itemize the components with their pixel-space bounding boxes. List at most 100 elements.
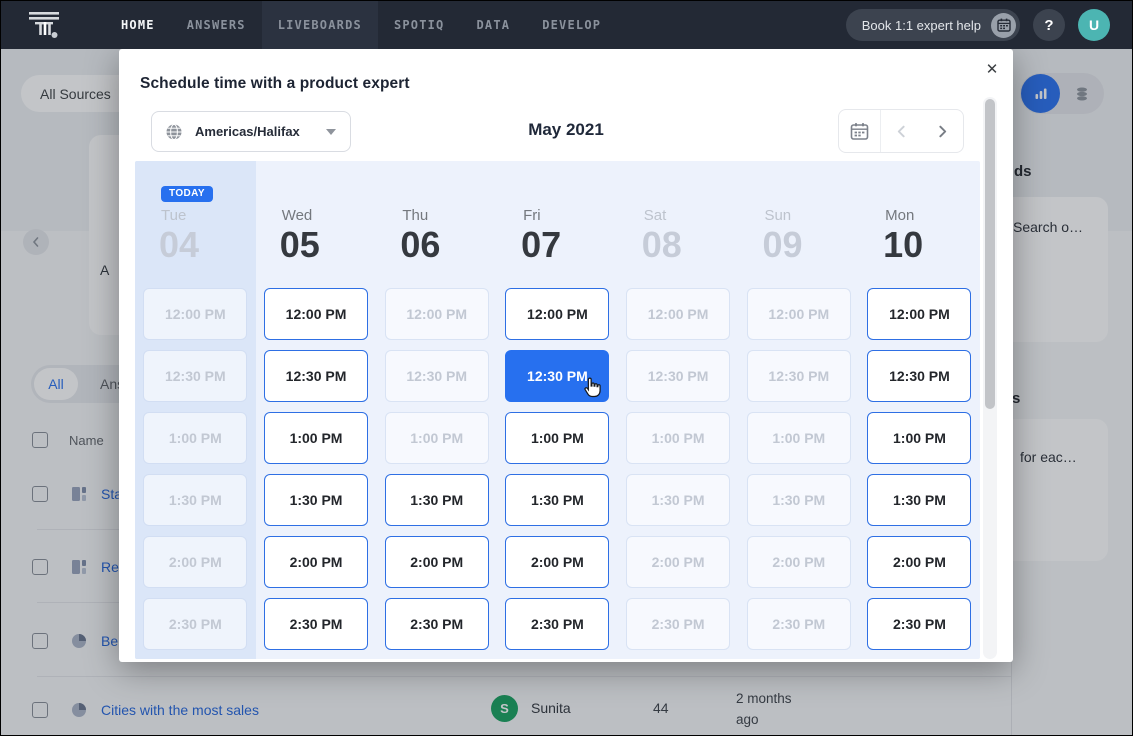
nav-item-spotiq[interactable]: SPOTIQ <box>393 18 445 32</box>
modal-scrollbar-track[interactable] <box>983 97 997 659</box>
time-slot-mon-1230pm[interactable]: 12:30 PM <box>867 350 972 402</box>
day-number: 09 <box>762 224 803 265</box>
time-slot-wed-1200pm[interactable]: 12:00 PM <box>264 288 369 340</box>
day-column-sun: Sun 09 12:00 PM 12:30 PM 1:00 PM 1:30 PM 2:00 … <box>738 161 859 659</box>
time-slot-sun-1200pm: 12:00 PM <box>746 288 851 340</box>
right-panel-card-2-text: for eac… <box>1020 449 1077 465</box>
liveboard-icon <box>71 486 87 502</box>
time-slot-wed-130pm[interactable]: 1:30 PM <box>264 474 369 526</box>
nav-item-home[interactable]: HOME <box>121 18 155 32</box>
close-icon[interactable]: ✕ <box>985 61 999 78</box>
row-link[interactable]: Sta <box>101 486 123 502</box>
day-number: 06 <box>400 224 441 265</box>
table-row: Be <box>1 629 118 653</box>
right-panel-card-text: Search o… <box>1013 219 1084 235</box>
carousel-card-text: A <box>100 262 110 278</box>
time-slot-mon-1200pm[interactable]: 12:00 PM <box>867 288 972 340</box>
time-slot-sat-1200pm: 12:00 PM <box>626 288 731 340</box>
time-slot-fri-1200pm[interactable]: 12:00 PM <box>505 288 610 340</box>
nav-item-develop[interactable]: DEVELOP <box>542 18 602 32</box>
tab-answers[interactable]: Ans <box>100 376 125 392</box>
nav-item-answers[interactable]: ANSWERS <box>186 18 246 32</box>
time-slot-mon-100pm[interactable]: 1:00 PM <box>867 412 972 464</box>
day-number: 05 <box>279 224 320 265</box>
calendar-nav-group <box>838 109 964 153</box>
day-number: 08 <box>641 224 682 265</box>
time-slot-fri-130pm[interactable]: 1:30 PM <box>505 474 610 526</box>
time-slot-thu-130pm[interactable]: 1:30 PM <box>384 474 489 526</box>
row-checkbox[interactable] <box>32 559 48 575</box>
day-number: 07 <box>521 224 562 265</box>
time-slot-fri-100pm[interactable]: 1:00 PM <box>505 412 610 464</box>
time-slot-sun-230pm: 2:30 PM <box>746 598 851 650</box>
time-slot-sat-100pm: 1:00 PM <box>626 412 731 464</box>
right-panel-heading: ds <box>1014 163 1032 180</box>
row-link[interactable]: Be <box>101 633 119 649</box>
time-slot-sat-1230pm: 12:30 PM <box>626 350 731 402</box>
modal-scrollbar-thumb[interactable] <box>985 99 995 409</box>
pie-chart-icon <box>71 702 87 718</box>
chart-view-toggle[interactable] <box>1021 74 1060 113</box>
select-all-checkbox[interactable] <box>32 432 48 448</box>
pie-chart-icon <box>71 633 87 649</box>
table-row-cities: Cities with the most sales S Sunita 44 2… <box>1 691 792 727</box>
row-link[interactable]: Cities with the most sales <box>101 702 259 718</box>
date-picker-button[interactable] <box>839 110 881 152</box>
day-name: Sat <box>643 207 667 224</box>
day-column-mon: Mon 10 12:00 PM 12:30 PM 1:00 PM 1:30 PM 2:00 … <box>859 161 980 659</box>
time-slot-wed-1230pm[interactable]: 12:30 PM <box>264 350 369 402</box>
chevron-down-icon <box>326 128 336 135</box>
nav-items: HOME ANSWERS LIVEBOARDS SPOTIQ DATA DEVELOP <box>105 1 617 49</box>
thoughtspot-logo <box>27 9 63 41</box>
top-nav: HOME ANSWERS LIVEBOARDS SPOTIQ DATA DEVELOP B… <box>1 1 1132 49</box>
time-slot-wed-230pm[interactable]: 2:30 PM <box>264 598 369 650</box>
timezone-value: Americas/Halifax <box>195 124 300 139</box>
time-slot-mon-130pm[interactable]: 1:30 PM <box>867 474 972 526</box>
day-column-thu: Thu 06 12:00 PM 12:30 PM 1:00 PM 1:30 PM 2:00 … <box>376 161 497 659</box>
day-name: Tue <box>161 207 187 224</box>
author-name: Sunita <box>531 700 571 716</box>
calendar-icon <box>991 12 1016 38</box>
time-slot-mon-230pm[interactable]: 2:30 PM <box>867 598 972 650</box>
time-slot-mon-200pm[interactable]: 2:00 PM <box>867 536 972 588</box>
view-toggle[interactable] <box>1020 73 1104 114</box>
nav-right: Book 1:1 expert help ? U <box>845 9 1132 41</box>
row-checkbox[interactable] <box>32 486 48 502</box>
right-panel-heading-2: s <box>1012 390 1021 407</box>
tab-all[interactable]: All <box>34 368 78 400</box>
time-slot-tue-230pm: 2:30 PM <box>143 598 248 650</box>
time-slot-wed-200pm[interactable]: 2:00 PM <box>264 536 369 588</box>
chevron-left-icon <box>32 237 39 247</box>
time-slot-thu-230pm[interactable]: 2:30 PM <box>384 598 489 650</box>
time-slot-sun-130pm: 1:30 PM <box>746 474 851 526</box>
chevron-left-icon <box>897 125 905 137</box>
row-link[interactable]: Re <box>101 559 119 575</box>
book-expert-button[interactable]: Book 1:1 expert help <box>845 9 1020 41</box>
timezone-select[interactable]: Americas/Halifax <box>151 111 351 152</box>
nav-item-liveboards[interactable]: LIVEBOARDS <box>261 1 378 49</box>
row-checkbox[interactable] <box>32 702 48 718</box>
data-view-toggle[interactable] <box>1060 86 1104 102</box>
carousel-prev-button[interactable] <box>23 229 49 255</box>
day-column-wed: Wed 05 12:00 PM 12:30 PM 1:00 PM 1:30 PM 2:00 … <box>256 161 377 659</box>
time-slot-wed-100pm[interactable]: 1:00 PM <box>264 412 369 464</box>
help-button[interactable]: ? <box>1033 9 1065 41</box>
author-avatar: S <box>491 695 518 722</box>
day-column-sat: Sat 08 12:00 PM 12:30 PM 1:00 PM 1:30 PM 2:00 … <box>618 161 739 659</box>
time-slot-thu-1200pm: 12:00 PM <box>384 288 489 340</box>
time-slot-thu-200pm[interactable]: 2:00 PM <box>384 536 489 588</box>
next-week-button[interactable] <box>922 110 963 152</box>
time-slot-fri-1230pm[interactable]: 12:30 PM <box>505 350 610 402</box>
time-slot-tue-130pm: 1:30 PM <box>143 474 248 526</box>
bar-chart-icon <box>1035 88 1046 99</box>
nav-item-data[interactable]: DATA <box>476 18 511 32</box>
time-slot-fri-230pm[interactable]: 2:30 PM <box>505 598 610 650</box>
time-slot-thu-1230pm: 12:30 PM <box>384 350 489 402</box>
row-checkbox[interactable] <box>32 633 48 649</box>
time-slot-fri-200pm[interactable]: 2:00 PM <box>505 536 610 588</box>
day-name: Thu <box>402 207 429 224</box>
time-slot-sat-130pm: 1:30 PM <box>626 474 731 526</box>
user-avatar[interactable]: U <box>1078 9 1110 41</box>
time-slot-sun-1230pm: 12:30 PM <box>746 350 851 402</box>
day-column-fri: Fri 07 12:00 PM 12:30 PM 1:00 PM 1:30 PM 2:00 … <box>497 161 618 659</box>
